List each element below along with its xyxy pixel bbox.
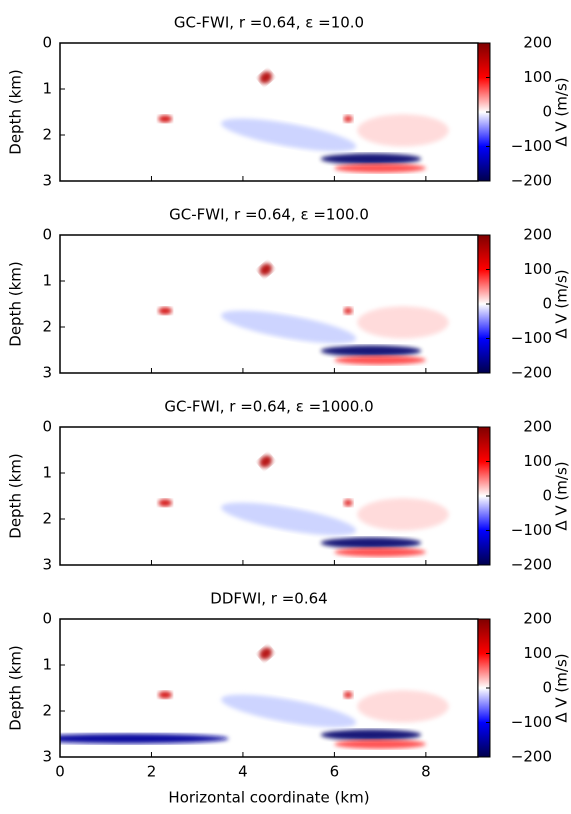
feature bbox=[334, 355, 426, 365]
colorbar-label: Δ V (m/s) bbox=[553, 269, 571, 338]
feature bbox=[357, 498, 449, 531]
y-tick-label: 1 bbox=[42, 464, 52, 482]
feature bbox=[320, 537, 422, 549]
x-tick-label: 0 bbox=[55, 763, 65, 781]
feature bbox=[221, 118, 357, 152]
colorbar-tick-label: 200 bbox=[523, 418, 552, 436]
feature bbox=[259, 263, 273, 276]
feature bbox=[158, 307, 173, 315]
colorbar-tick-label: −100 bbox=[511, 713, 552, 731]
y-tick-label: 2 bbox=[42, 510, 52, 528]
feature bbox=[357, 114, 449, 147]
feature bbox=[334, 163, 426, 173]
feature bbox=[158, 691, 173, 699]
colorbar-tick-label: 100 bbox=[523, 260, 552, 278]
y-tick-label: 0 bbox=[42, 226, 52, 244]
colorbar-tick-label: 100 bbox=[523, 68, 552, 86]
heatmap-texture bbox=[60, 235, 478, 373]
colorbar-tick-label: −200 bbox=[511, 364, 552, 382]
panel-title: GC-FWI, r =0.64, ε =10.0 bbox=[174, 14, 364, 32]
heatmap-texture bbox=[60, 619, 478, 757]
colorbar-tick-label: 100 bbox=[523, 644, 552, 662]
panel-title: GC-FWI, r =0.64, ε =1000.0 bbox=[164, 398, 373, 416]
y-axis-label: Depth (km) bbox=[7, 261, 25, 346]
y-tick-label: 2 bbox=[42, 318, 52, 336]
feature bbox=[221, 310, 357, 344]
y-tick-label: 0 bbox=[42, 610, 52, 628]
panel-title: DDFWI, r =0.64 bbox=[210, 590, 327, 608]
x-tick-label: 6 bbox=[330, 763, 340, 781]
colorbar-tick-label: 0 bbox=[542, 295, 552, 313]
feature bbox=[343, 499, 353, 507]
feature bbox=[320, 153, 422, 165]
x-tick-label: 2 bbox=[147, 763, 157, 781]
x-tick-label: 8 bbox=[421, 763, 431, 781]
colorbar-label: Δ V (m/s) bbox=[553, 653, 571, 722]
feature bbox=[60, 733, 229, 744]
feature bbox=[334, 739, 426, 749]
colorbar-tick-label: 100 bbox=[523, 452, 552, 470]
feature bbox=[221, 502, 357, 536]
feature bbox=[320, 729, 422, 741]
y-tick-label: 3 bbox=[42, 172, 52, 190]
colorbar-tick-label: 0 bbox=[542, 103, 552, 121]
feature bbox=[343, 691, 353, 699]
feature bbox=[158, 115, 173, 123]
feature bbox=[158, 499, 173, 507]
feature bbox=[357, 690, 449, 723]
colorbar-tick-label: 200 bbox=[523, 610, 552, 628]
feature bbox=[343, 115, 353, 123]
panel-title: GC-FWI, r =0.64, ε =100.0 bbox=[169, 206, 369, 224]
y-axis-label: Depth (km) bbox=[7, 69, 25, 154]
colorbar-tick-label: −100 bbox=[511, 521, 552, 539]
y-tick-label: 1 bbox=[42, 80, 52, 98]
colorbar-tick-label: −100 bbox=[511, 329, 552, 347]
heatmap-texture bbox=[60, 427, 478, 565]
y-tick-label: 3 bbox=[42, 364, 52, 382]
x-tick-label: 4 bbox=[238, 763, 248, 781]
feature bbox=[357, 306, 449, 339]
colorbar-tick-label: −100 bbox=[511, 137, 552, 155]
y-axis-label: Depth (km) bbox=[7, 453, 25, 538]
y-tick-label: 3 bbox=[42, 748, 52, 766]
y-tick-label: 0 bbox=[42, 34, 52, 52]
colorbar-label: Δ V (m/s) bbox=[553, 77, 571, 146]
heatmap-texture bbox=[60, 43, 478, 181]
feature bbox=[259, 71, 273, 84]
colorbar-tick-label: 0 bbox=[542, 487, 552, 505]
feature bbox=[320, 345, 422, 357]
feature bbox=[259, 647, 273, 660]
y-tick-label: 2 bbox=[42, 702, 52, 720]
y-tick-label: 3 bbox=[42, 556, 52, 574]
colorbar-tick-label: 0 bbox=[542, 679, 552, 697]
colorbar-label: Δ V (m/s) bbox=[553, 461, 571, 530]
feature bbox=[334, 547, 426, 557]
y-axis-label: Depth (km) bbox=[7, 645, 25, 730]
colorbar-tick-label: 200 bbox=[523, 226, 552, 244]
y-tick-label: 1 bbox=[42, 656, 52, 674]
feature bbox=[343, 307, 353, 315]
y-tick-label: 0 bbox=[42, 418, 52, 436]
colorbar-tick-label: −200 bbox=[511, 172, 552, 190]
feature bbox=[221, 694, 357, 728]
colorbar-tick-label: −200 bbox=[511, 556, 552, 574]
y-tick-label: 1 bbox=[42, 272, 52, 290]
feature bbox=[259, 455, 273, 468]
y-tick-label: 2 bbox=[42, 126, 52, 144]
x-axis-label: Horizontal coordinate (km) bbox=[168, 789, 369, 807]
colorbar-tick-label: −200 bbox=[511, 748, 552, 766]
colorbar-tick-label: 200 bbox=[523, 34, 552, 52]
